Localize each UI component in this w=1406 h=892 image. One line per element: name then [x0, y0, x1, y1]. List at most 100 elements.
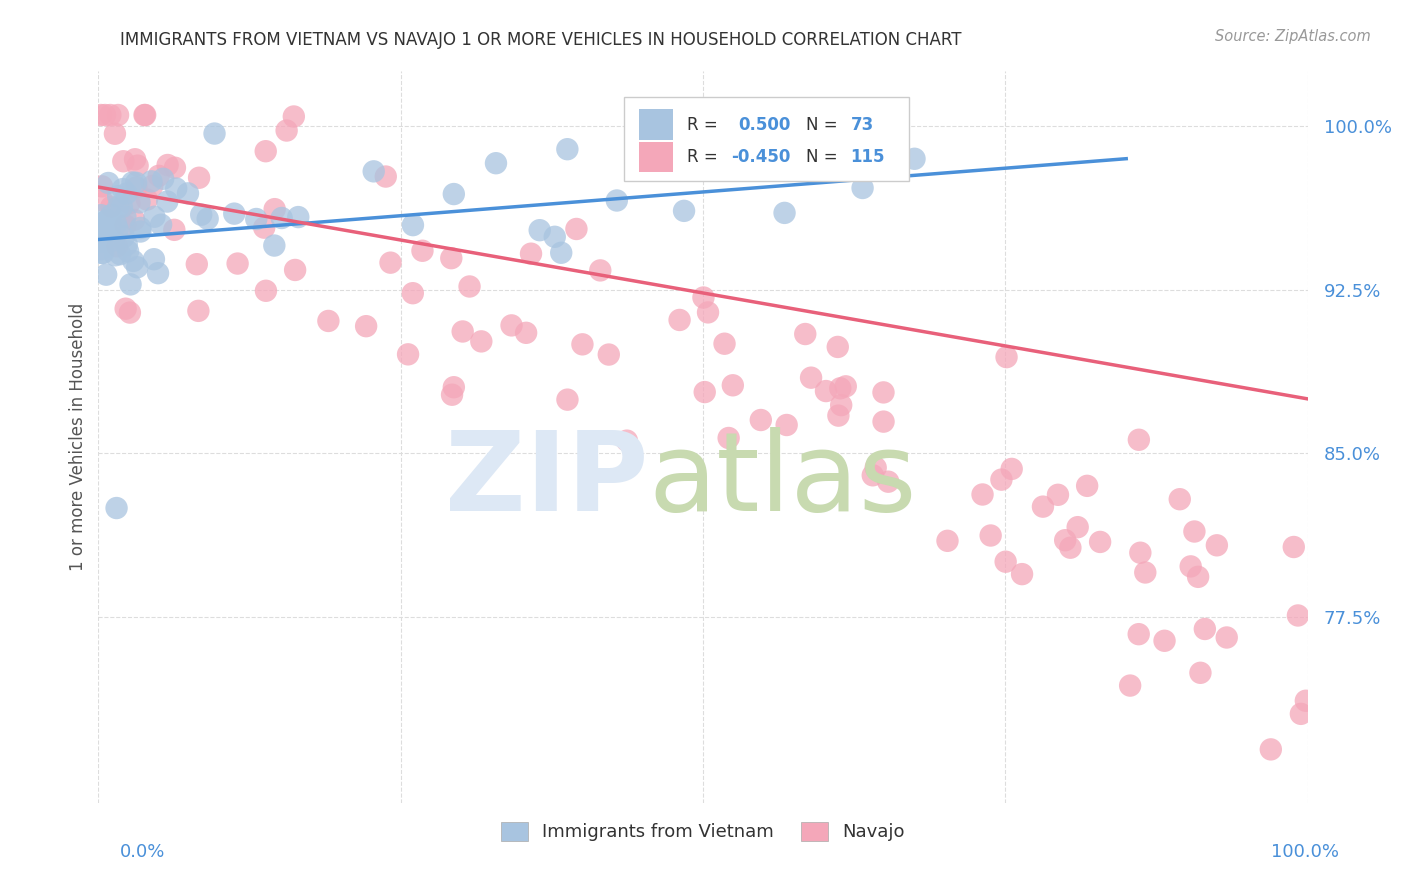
- Point: [872, 415, 894, 429]
- Point: [94, 108, 117, 122]
- Point: [598, 347, 620, 361]
- Point: [122, 213, 145, 227]
- Point: [98, 108, 121, 122]
- Point: [97, 176, 120, 190]
- Point: [91, 227, 114, 241]
- Point: [852, 181, 875, 195]
- Point: [972, 487, 994, 501]
- Point: [1076, 479, 1098, 493]
- Point: [616, 434, 638, 448]
- Point: [91, 246, 114, 260]
- Point: [156, 194, 179, 209]
- Text: 0.0%: 0.0%: [120, 843, 165, 861]
- Point: [830, 381, 852, 395]
- Point: [187, 303, 209, 318]
- Point: [90, 246, 112, 260]
- Point: [485, 156, 508, 170]
- Point: [100, 200, 122, 214]
- Point: [104, 248, 127, 262]
- Point: [692, 291, 714, 305]
- Point: [402, 286, 425, 301]
- Point: [111, 200, 134, 214]
- Point: [143, 210, 166, 224]
- Text: -0.450: -0.450: [731, 148, 790, 166]
- Point: [827, 340, 849, 354]
- Point: [443, 380, 465, 394]
- Point: [544, 229, 567, 244]
- Point: [1119, 679, 1142, 693]
- Point: [380, 255, 402, 269]
- Point: [738, 161, 761, 175]
- Point: [165, 181, 187, 195]
- Point: [1205, 538, 1227, 552]
- Point: [188, 170, 211, 185]
- Point: [520, 246, 543, 260]
- Point: [865, 460, 887, 475]
- Point: [606, 194, 628, 208]
- Point: [825, 154, 848, 169]
- Point: [1153, 633, 1175, 648]
- Point: [111, 182, 134, 196]
- Point: [713, 336, 735, 351]
- Text: R =: R =: [688, 148, 718, 166]
- Text: IMMIGRANTS FROM VIETNAM VS NAVAJO 1 OR MORE VEHICLES IN HOUSEHOLD CORRELATION CH: IMMIGRANTS FROM VIETNAM VS NAVAJO 1 OR M…: [120, 31, 962, 49]
- Point: [96, 268, 118, 282]
- Text: 115: 115: [851, 148, 884, 166]
- Point: [103, 233, 125, 247]
- Point: [263, 238, 285, 252]
- Point: [224, 207, 246, 221]
- Point: [814, 384, 837, 398]
- Point: [668, 313, 690, 327]
- Point: [90, 193, 112, 207]
- Point: [501, 318, 523, 333]
- Point: [673, 203, 696, 218]
- Point: [800, 370, 823, 384]
- Point: [112, 230, 135, 244]
- Point: [1289, 706, 1312, 721]
- Point: [1129, 546, 1152, 560]
- Point: [104, 127, 127, 141]
- Point: [148, 169, 170, 183]
- Text: 0.500: 0.500: [738, 116, 790, 134]
- Point: [136, 193, 159, 207]
- Point: [1295, 694, 1317, 708]
- Point: [156, 158, 179, 172]
- Point: [749, 413, 772, 427]
- Point: [1135, 566, 1157, 580]
- Point: [363, 164, 385, 178]
- Point: [118, 196, 141, 211]
- Point: [107, 108, 129, 122]
- Point: [118, 305, 141, 319]
- Point: [411, 244, 433, 258]
- Point: [1088, 535, 1111, 549]
- Point: [1215, 631, 1237, 645]
- Point: [141, 179, 163, 194]
- Point: [125, 176, 148, 190]
- Point: [693, 385, 716, 400]
- Point: [163, 161, 186, 175]
- Point: [105, 239, 128, 253]
- Text: N =: N =: [806, 116, 838, 134]
- Point: [396, 347, 419, 361]
- Point: [441, 388, 464, 402]
- Point: [990, 473, 1012, 487]
- Point: [263, 202, 285, 216]
- Point: [776, 417, 799, 432]
- Point: [1001, 462, 1024, 476]
- Point: [1128, 433, 1150, 447]
- Point: [287, 210, 309, 224]
- Point: [129, 225, 152, 239]
- Point: [253, 220, 276, 235]
- Point: [141, 174, 163, 188]
- Point: [127, 260, 149, 275]
- Point: [1282, 540, 1305, 554]
- Point: [550, 245, 572, 260]
- Point: [270, 211, 292, 225]
- Point: [1011, 567, 1033, 582]
- Point: [276, 123, 298, 137]
- Point: [163, 223, 186, 237]
- Point: [872, 385, 894, 400]
- Point: [91, 179, 114, 194]
- FancyBboxPatch shape: [624, 97, 908, 181]
- Point: [107, 200, 129, 214]
